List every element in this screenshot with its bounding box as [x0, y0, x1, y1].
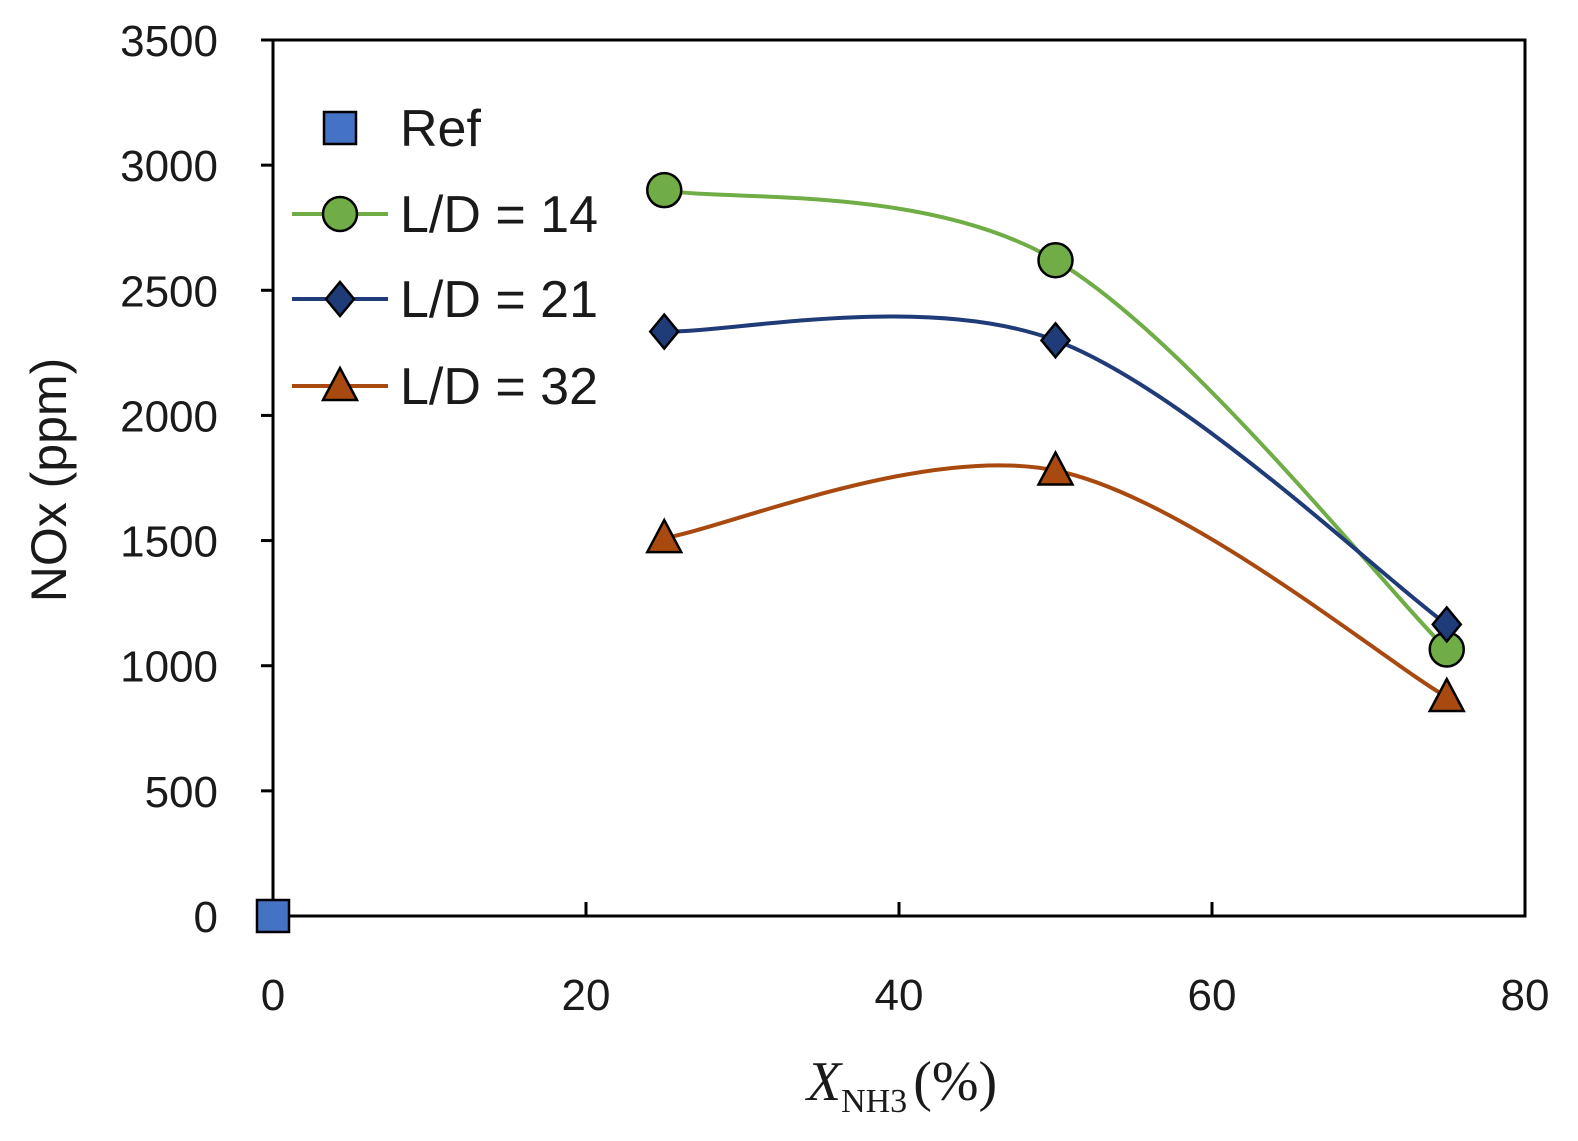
series-markers — [255, 171, 1466, 934]
x-tick-label-40: 40 — [875, 971, 924, 1020]
y-tick-label-2000: 2000 — [120, 392, 218, 441]
legend-item-ref: Ref — [322, 100, 481, 158]
plot-frame — [271, 38, 1527, 918]
y-tick-label-1000: 1000 — [120, 643, 218, 692]
point-l-d-21-x25 — [648, 312, 680, 351]
legend-marker-l-d-14 — [321, 195, 359, 233]
x-axis-label-main: X — [805, 1051, 844, 1113]
legend: Ref L/D = 14 L/D = 21 L/D = 32 — [292, 100, 598, 416]
series-line-l-d-32 — [663, 463, 1448, 699]
point-l-d-32-x75 — [1427, 676, 1466, 713]
point-l-d-21-x75 — [1431, 605, 1463, 644]
x-axis-label-unit: (%) — [913, 1051, 997, 1113]
x-tick-label-80: 80 — [1501, 971, 1550, 1020]
legend-label-l-d-14: L/D = 14 — [400, 186, 598, 244]
legend-item-l-d-14: L/D = 14 — [292, 186, 598, 244]
legend-label-ref: Ref — [400, 100, 481, 158]
y-tick-label-1500: 1500 — [120, 518, 218, 567]
x-tick-label-0: 0 — [261, 971, 285, 1020]
legend-label-l-d-21: L/D = 21 — [400, 271, 598, 329]
legend-marker-ref — [322, 110, 358, 146]
point-l-d-21-x50 — [1039, 321, 1072, 360]
point-l-d-32-x50 — [1036, 449, 1075, 486]
point-l-d-14-x50 — [1037, 242, 1074, 279]
y-tick-label-0: 0 — [194, 893, 218, 942]
x-tick-label-20: 20 — [562, 971, 611, 1020]
legend-label-l-d-32: L/D = 32 — [400, 358, 598, 416]
y-tick-label-500: 500 — [145, 768, 218, 817]
y-tick-label-3000: 3000 — [120, 142, 218, 191]
axes: 0 20 40 60 80 0 500 1000 1500 2000 2500 3000 3500 — [120, 17, 1549, 1020]
legend-item-l-d-21: L/D = 21 — [292, 271, 598, 329]
point-l-d-14-x25 — [646, 171, 683, 209]
legend-marker-l-d-32 — [320, 365, 360, 402]
point-ref-x0 — [255, 898, 291, 934]
point-l-d-32-x25 — [645, 517, 684, 554]
legend-marker-l-d-21 — [324, 280, 356, 318]
x-axis-label: XNH3 (%) — [805, 1051, 997, 1120]
x-tick-label-60: 60 — [1188, 971, 1237, 1020]
y-tick-label-2500: 2500 — [120, 267, 218, 316]
y-tick-label-3500: 3500 — [120, 17, 218, 66]
x-axis-label-sub: NH3 — [841, 1083, 907, 1120]
y-axis-label: NOx (ppm) — [21, 358, 77, 602]
legend-item-l-d-32: L/D = 32 — [292, 358, 598, 416]
